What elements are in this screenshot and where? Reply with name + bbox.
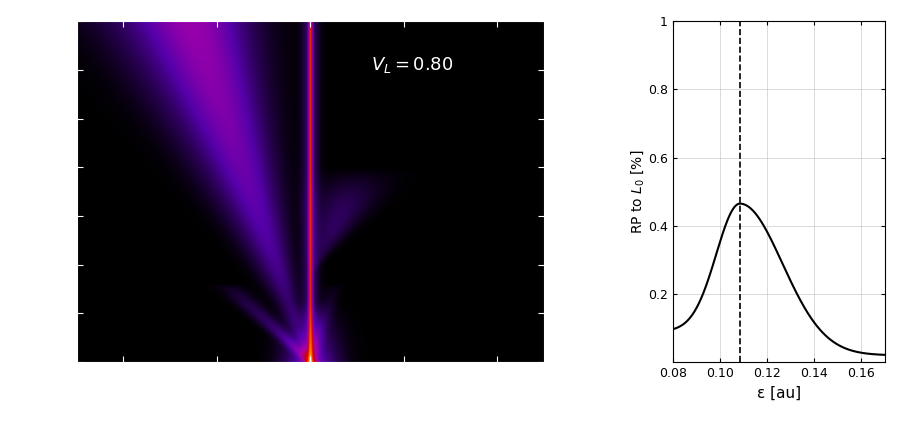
Text: $V_L = 0.80$: $V_L = 0.80$ [371, 55, 453, 75]
X-axis label: Z [au]: Z [au] [285, 386, 335, 405]
X-axis label: ε [au]: ε [au] [756, 386, 800, 400]
Y-axis label: Time [10² au]: Time [10² au] [31, 135, 49, 248]
Y-axis label: RP to $L_0$ [%]: RP to $L_0$ [%] [629, 150, 646, 234]
